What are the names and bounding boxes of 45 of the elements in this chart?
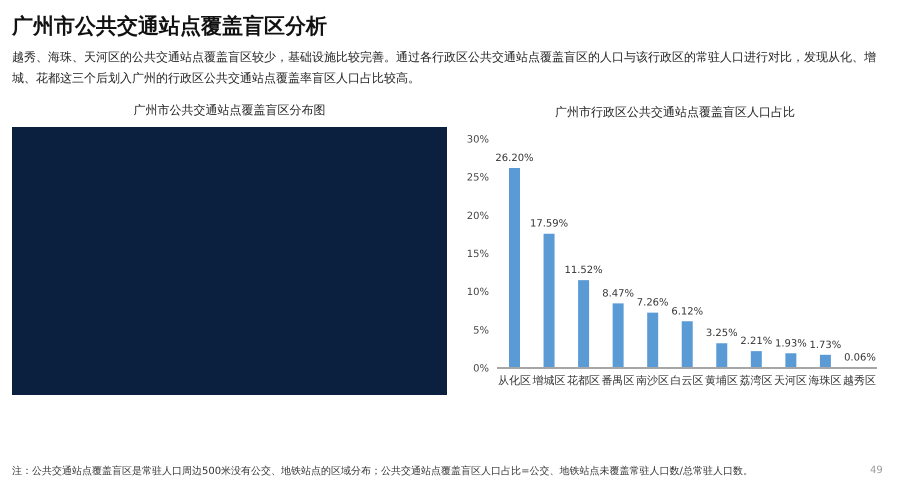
bar (820, 354, 831, 368)
x-tick-label: 荔湾区 (740, 374, 773, 387)
x-tick-label: 增城区 (531, 374, 566, 387)
x-tick-label: 白云区 (670, 374, 704, 387)
data-label: 11.52% (564, 265, 603, 276)
bar (682, 321, 693, 368)
x-tick-label: 海珠区 (808, 374, 842, 387)
y-tick-label: 20% (466, 210, 489, 222)
x-tick-label: 番禺区 (601, 374, 634, 387)
x-tick-label: 花都区 (566, 374, 600, 387)
data-label: 3.25% (706, 328, 738, 340)
data-label: 1.73% (810, 340, 842, 351)
text: 注：公共交通站点覆盖盲区是常驻人口周边500米没有公交、地铁站点的区域分布；公共交通站点覆盖盲区人口占比=公交、地铁站点未覆盖常驻人口数/总常驻人口数。 (12, 464, 753, 478)
data-label: 8.47% (602, 288, 634, 300)
bar (578, 280, 590, 368)
y-tick-label: 30% (466, 134, 489, 146)
data-label: 7.26% (636, 298, 669, 309)
data-label: 2.21% (740, 336, 772, 348)
data-label: 26.20% (495, 153, 534, 164)
text: 49 (870, 465, 883, 476)
x-tick-label: 从化区 (498, 374, 531, 387)
bar (750, 351, 762, 368)
x-tick-label: 天河区 (774, 374, 808, 387)
y-tick-label: 25% (466, 172, 489, 184)
x-tick-label: 南沙区 (636, 374, 669, 387)
bar (544, 234, 555, 368)
data-label: 17.59% (530, 218, 568, 230)
text: 越秀、海珠、天河区的公共交通站点覆盖盲区较少，基础设施比较完善。通过各行政区公共交通站点覆盖盲区的人口与该行政区的常驻人口进行对比，发现从化、增城、花都这三个后划入广州的行政区公共交通站点覆盖率盲区人口占比较高。 (12, 49, 877, 87)
data-label: 0.06% (844, 352, 876, 364)
bar (612, 303, 624, 368)
text: 广州市公共交通站点覆盖盲区分析 (12, 13, 327, 40)
chart-title: 广州市行政区公共交通站点覆盖盲区人口占比 (554, 104, 796, 121)
y-tick-label: 15% (466, 249, 489, 260)
data-label: 6.12% (671, 306, 704, 318)
y-tick-label: 0% (473, 364, 489, 375)
x-tick-label: 越秀区 (843, 374, 876, 387)
bar (785, 353, 796, 368)
y-tick-label: 5% (473, 325, 489, 336)
x-tick-label: 黄埔区 (705, 374, 738, 387)
bar (509, 168, 520, 368)
bar (716, 343, 728, 368)
text: 广州市公共交通站点覆盖盲区分布图 (132, 102, 326, 119)
bar (647, 312, 658, 368)
data-label: 1.93% (774, 338, 807, 350)
y-tick-label: 10% (466, 287, 489, 298)
